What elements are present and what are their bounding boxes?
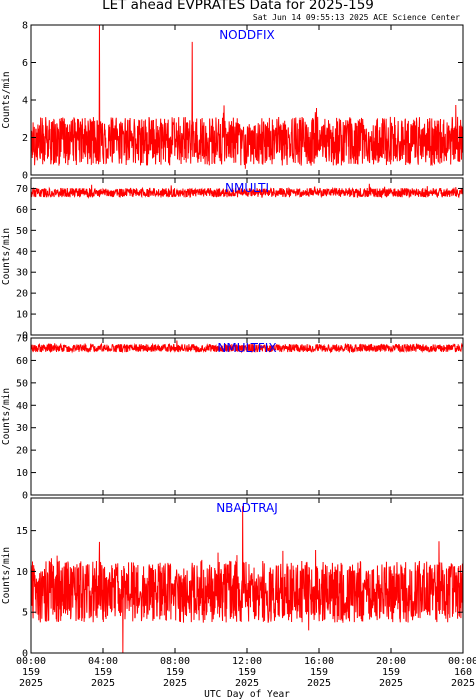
- y-tick-label: 40: [16, 401, 28, 412]
- y-tick-label: 4: [22, 96, 28, 107]
- y-tick-label: 70: [16, 334, 28, 345]
- panel-3: 0 10 20 30 40 50 60 70 Counts/min NMULTFIX: [1, 334, 464, 502]
- panel-4: 0 5 10 15 Counts/min NBADTRAJ: [1, 497, 464, 660]
- x-tick-doy: 159: [310, 667, 328, 678]
- x-tick-year: 2025: [91, 678, 115, 689]
- y-tick-label: 30: [16, 423, 28, 434]
- x-tick-time: 00:00: [16, 656, 46, 667]
- panel-2: 0 10 20 30 40 50 60 70 Counts/min NMULTI: [1, 177, 464, 342]
- x-tick-year: 2025: [235, 678, 259, 689]
- y-tick-label: 0: [22, 171, 28, 182]
- figure-title: LET ahead EVPRATES Data for 2025-159: [102, 0, 374, 13]
- series-label: NMULTI: [225, 181, 269, 195]
- y-axis-label: Counts/min: [1, 547, 12, 604]
- y-tick-label: 60: [16, 356, 28, 367]
- y-tick-label: 10: [16, 567, 28, 578]
- series-line-noddfix: [31, 25, 463, 169]
- x-tick-year: 2025: [19, 678, 43, 689]
- plot-frame: [30, 337, 464, 496]
- y-tick-label: 0: [22, 491, 28, 502]
- series-label: NBADTRAJ: [216, 501, 278, 515]
- y-tick-label: 10: [16, 310, 28, 321]
- x-tick-time: 20:00: [376, 656, 406, 667]
- series-label: NMULTFIX: [217, 341, 276, 355]
- plot-frame: [30, 177, 464, 336]
- y-tick-label: 30: [16, 268, 28, 279]
- x-tick-time: 08:00: [160, 656, 190, 667]
- y-tick-label: 50: [16, 226, 28, 237]
- y-tick-label: 0: [22, 649, 28, 660]
- y-axis-label: Counts/min: [1, 388, 12, 445]
- y-tick-label: 10: [16, 468, 28, 479]
- y-tick-label: 20: [16, 446, 28, 457]
- x-tick-doy: 159: [166, 667, 184, 678]
- y-tick-label: 70: [16, 184, 28, 195]
- series-line-nmultfix: [31, 340, 463, 354]
- x-tick-doy: 160: [454, 667, 472, 678]
- x-tick-doy: 159: [94, 667, 112, 678]
- x-tick-doy: 159: [382, 667, 400, 678]
- x-tick-time: 00:00: [448, 656, 476, 667]
- y-axis-label: Counts/min: [1, 228, 12, 285]
- x-tick-time: 12:00: [232, 656, 262, 667]
- y-tick-label: 6: [22, 58, 28, 69]
- y-tick-label: 15: [16, 526, 28, 537]
- x-axis-label: UTC Day of Year: [204, 689, 290, 700]
- x-tick-time: 16:00: [304, 656, 334, 667]
- x-tick-doy: 159: [22, 667, 40, 678]
- timestamp: Sat Jun 14 09:55:13 2025 ACE Science Cen…: [253, 13, 460, 22]
- panel-1: 0 2 4 6 8 Counts/min NODDFIX: [1, 21, 464, 182]
- panels: 02468Counts/minNODDFIX010203040506070Cou…: [1, 21, 464, 660]
- x-tick-year: 2025: [307, 678, 331, 689]
- y-tick-label: 50: [16, 378, 28, 389]
- x-tick-year: 2025: [451, 678, 475, 689]
- x-tick-time: 04:00: [88, 656, 118, 667]
- y-tick-label: 0: [22, 331, 28, 342]
- y-tick-label: 60: [16, 205, 28, 216]
- series-label: NODDFIX: [219, 28, 275, 42]
- x-tick-doy: 159: [238, 667, 256, 678]
- y-tick-label: 2: [22, 133, 28, 144]
- series-line-nmulti: [31, 183, 463, 199]
- series-line-nbadtraj: [31, 506, 463, 653]
- y-tick-label: 8: [22, 21, 28, 32]
- y-tick-label: 5: [22, 608, 28, 619]
- y-tick-label: 20: [16, 289, 28, 300]
- x-tick-year: 2025: [379, 678, 403, 689]
- y-axis-label: Counts/min: [1, 71, 12, 128]
- x-tick-year: 2025: [163, 678, 187, 689]
- x-axis: 00:00159202504:00159202508:00159202512:0…: [16, 656, 476, 689]
- y-tick-label: 40: [16, 247, 28, 258]
